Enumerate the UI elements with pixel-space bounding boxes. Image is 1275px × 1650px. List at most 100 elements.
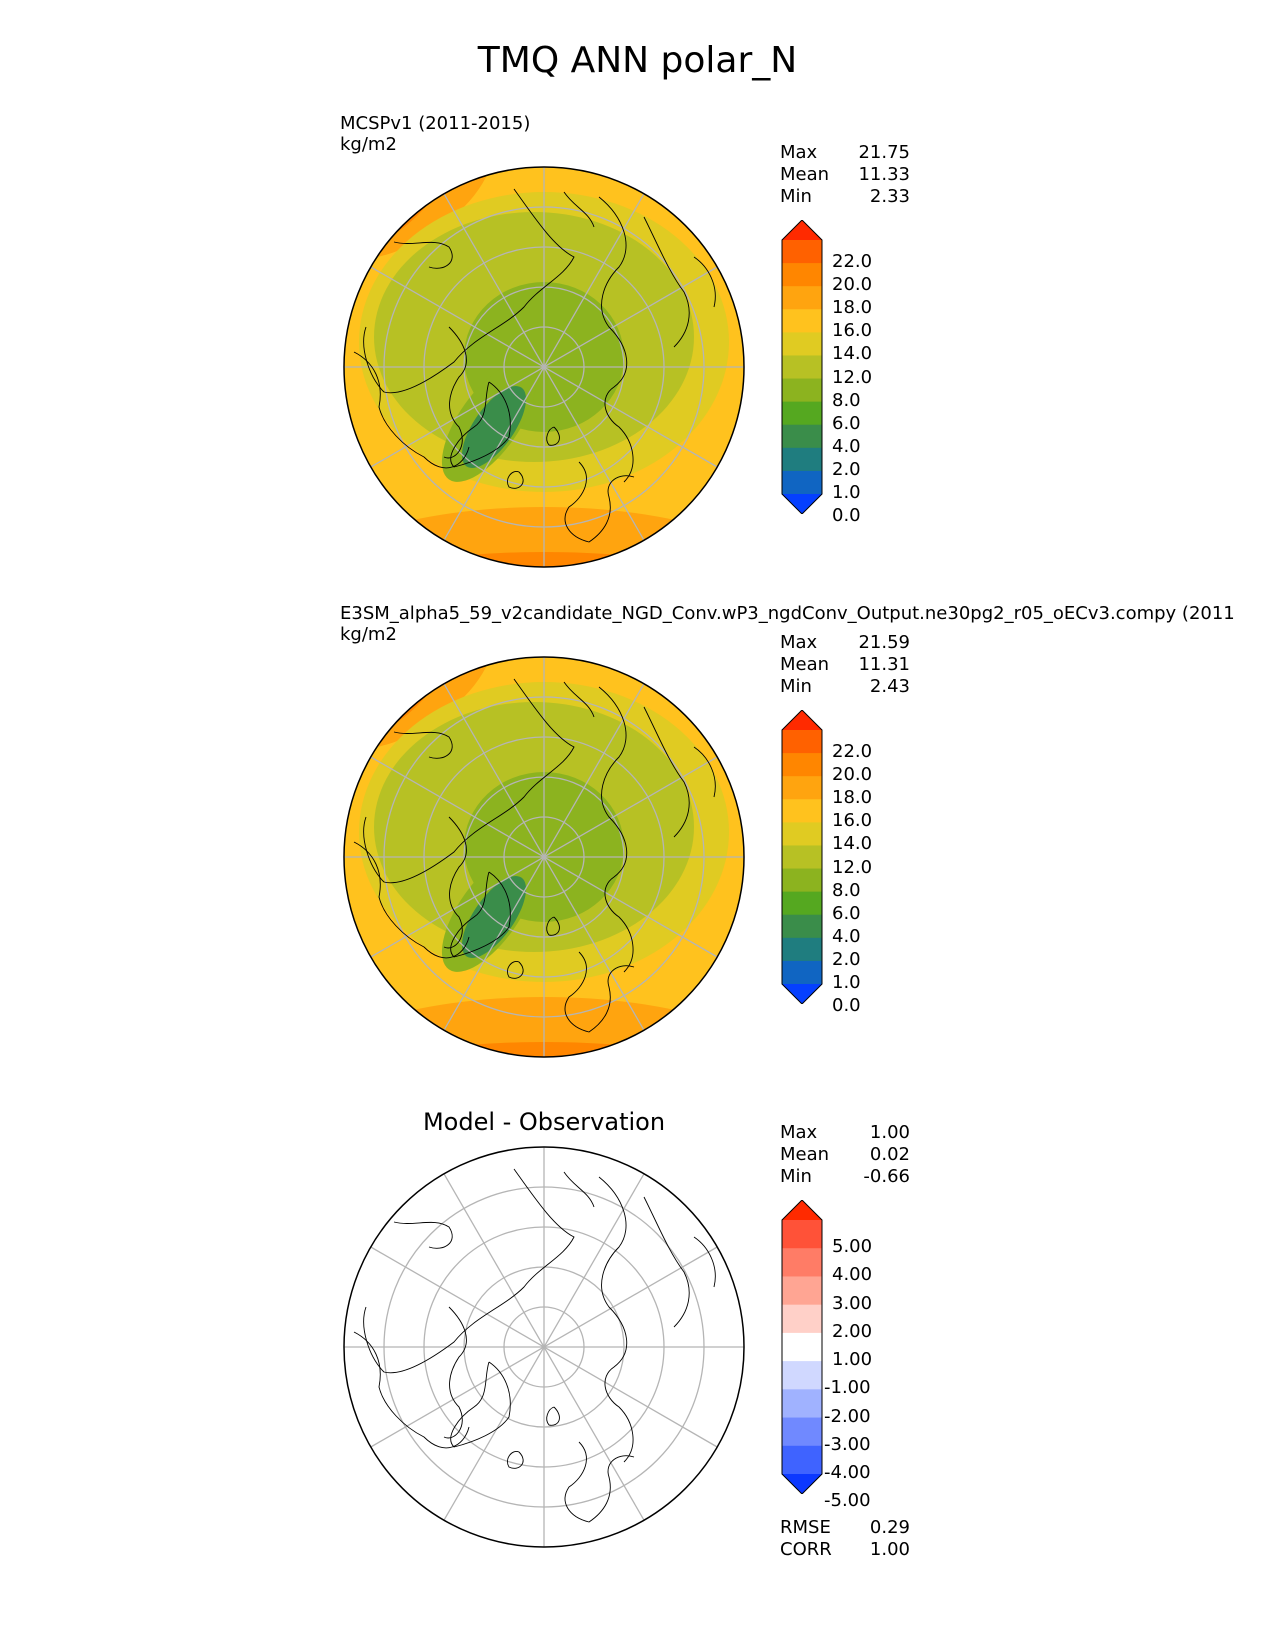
colorbar-segment xyxy=(782,424,822,449)
colorbar-segment xyxy=(782,378,822,403)
map-field xyxy=(344,167,744,567)
colorbar-segment xyxy=(782,799,822,823)
coastline xyxy=(393,731,453,759)
colorbar-segment xyxy=(782,914,822,939)
colorbar-segment xyxy=(782,868,822,893)
coastline xyxy=(450,1361,511,1448)
stat-max-label: Max xyxy=(780,142,818,163)
stat-mean-label: Mean xyxy=(780,164,830,185)
coastline xyxy=(507,961,524,979)
colorbar-segment xyxy=(782,822,822,846)
stat-corr-label: CORR xyxy=(780,1539,832,1560)
colorbar-tick-label: 0.0 xyxy=(832,995,861,1017)
coastline xyxy=(598,1176,634,1463)
stat-min-value: -0.66 xyxy=(863,1166,910,1187)
panel-2-stats: Max 21.59 Mean 11.31 Min 2.43 xyxy=(780,632,910,698)
colorbar-segment xyxy=(782,470,822,495)
colorbar-tick-label: 4.00 xyxy=(832,1264,873,1286)
colorbar-tick-label: 5.00 xyxy=(832,1236,873,1258)
coastline xyxy=(563,681,595,718)
panel-3-title: Model - Observation xyxy=(422,1108,666,1136)
coastline xyxy=(563,191,595,228)
colorbar-segment xyxy=(782,1417,822,1447)
panel-1-stats: Max 21.75 Mean 11.33 Min 2.33 xyxy=(780,142,910,208)
colorbar-tick-label: 0.0 xyxy=(832,505,861,527)
stat-max-value: 1.00 xyxy=(869,1122,910,1143)
panel-3-colorbar xyxy=(781,1200,823,1494)
stat-mean-value: 11.33 xyxy=(858,164,910,185)
coastline xyxy=(507,1451,524,1469)
colorbar-tick-label: 6.0 xyxy=(832,412,861,434)
colorbar-tick-label: 2.00 xyxy=(832,1320,873,1342)
coastline xyxy=(393,1221,453,1249)
stat-rmse-value: 0.29 xyxy=(869,1517,910,1538)
colorbar-tick-label: -1.00 xyxy=(824,1377,871,1399)
colorbar-extend-max xyxy=(782,710,822,730)
panel-3-colorbar-labels: 5.00 4.00 3.00 2.00 1.00 -1.00 -2.00 -3.00 -4.00… xyxy=(824,1200,912,1510)
stat-rmse-label: RMSE xyxy=(780,1517,831,1538)
colorbar-segment xyxy=(782,845,822,870)
colorbar-tick-label: 22.0 xyxy=(832,251,873,273)
coastline xyxy=(598,196,634,483)
coastline xyxy=(563,1171,595,1208)
stat-min-value: 2.33 xyxy=(869,186,910,207)
colorbar-extend-min xyxy=(782,1474,822,1494)
coastline xyxy=(564,461,635,543)
stat-min-label: Min xyxy=(780,186,812,207)
stat-mean-value: 11.31 xyxy=(858,654,910,675)
colorbar-extend-max xyxy=(782,1200,822,1220)
coastline xyxy=(363,1168,575,1374)
coastline xyxy=(443,816,467,949)
stat-corr-value: 1.00 xyxy=(869,1539,910,1560)
colorbar-tick-label: 1.00 xyxy=(832,1349,873,1371)
colorbar-segment xyxy=(782,1220,822,1249)
colorbar-segment xyxy=(782,240,822,264)
colorbar-segment xyxy=(782,447,822,472)
coastline xyxy=(546,426,560,446)
colorbar-segment xyxy=(782,263,822,287)
map-boundary xyxy=(343,656,745,1058)
colorbar-tick-label: 14.0 xyxy=(832,833,873,855)
panel-3-stats: Max 1.00 Mean 0.02 Min -0.66 xyxy=(780,1122,910,1188)
coastline xyxy=(450,871,511,958)
colorbar-segment xyxy=(782,937,822,962)
colorbar-tick-label: 22.0 xyxy=(832,741,873,763)
coastline xyxy=(393,241,453,269)
colorbar-tick-label: 4.0 xyxy=(832,435,861,457)
field-band-darkgreen-greenland xyxy=(461,876,527,958)
colorbar-segment xyxy=(782,1361,822,1390)
colorbar-segment xyxy=(782,1248,822,1277)
map-boundary xyxy=(343,166,745,568)
stat-max-value: 21.59 xyxy=(858,632,910,653)
colorbar-extend-min xyxy=(782,494,822,514)
colorbar-tick-label: 8.0 xyxy=(832,879,861,901)
colorbar-tick-label: 4.0 xyxy=(832,925,861,947)
colorbar-tick-label: 1.0 xyxy=(832,972,861,993)
panel-1-colorbar xyxy=(781,220,823,514)
panel-1-polar-map xyxy=(343,166,745,568)
stat-mean-value: 0.02 xyxy=(869,1144,910,1165)
colorbar-segment xyxy=(782,286,822,310)
coastline xyxy=(564,951,635,1033)
colorbar-segment xyxy=(782,309,822,333)
colorbar-segment xyxy=(782,355,822,380)
coastline xyxy=(598,686,634,973)
coastline xyxy=(353,1331,470,1449)
coastline xyxy=(443,326,467,459)
colorbar-segment xyxy=(782,1445,822,1475)
map-field xyxy=(344,1147,744,1547)
colorbar-segment xyxy=(782,891,822,916)
stat-max-label: Max xyxy=(780,632,818,653)
colorbar-tick-label: 6.0 xyxy=(832,902,861,924)
colorbar-segment xyxy=(782,1276,822,1306)
coastline xyxy=(443,1306,467,1439)
stat-mean-label: Mean xyxy=(780,654,830,675)
coastline xyxy=(450,381,511,468)
colorbar-tick-label: 20.0 xyxy=(832,764,873,786)
stat-min-label: Min xyxy=(780,1166,812,1187)
panel-2-title: E3SM_alpha5_59_v2candidate_NGD_Conv.wP3_… xyxy=(340,603,1235,624)
colorbar-tick-label: 2.0 xyxy=(832,948,861,970)
map-field xyxy=(344,657,744,1057)
panel-1-title: MCSPv1 (2011-2015) xyxy=(340,113,531,134)
stat-max-label: Max xyxy=(780,1122,818,1143)
